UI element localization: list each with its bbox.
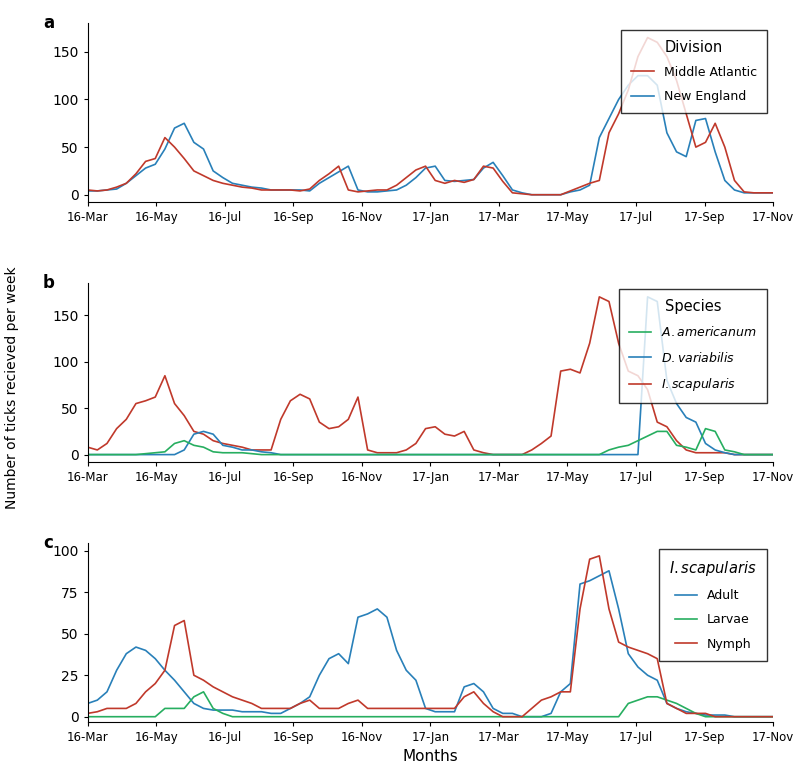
Text: b: b [43,274,55,292]
Legend: Adult, Larvae, Nymph: Adult, Larvae, Nymph [659,549,767,660]
Text: a: a [43,14,54,33]
X-axis label: Months: Months [402,750,458,764]
Legend: $\it{A. americanum}$, $\it{D. variabilis}$, $\it{I. scapularis}$: $\it{A. americanum}$, $\it{D. variabilis… [618,289,767,403]
Text: c: c [43,534,53,552]
Text: Number of ticks recieved per week: Number of ticks recieved per week [5,267,19,509]
Legend: Middle Atlantic, New England: Middle Atlantic, New England [621,29,767,113]
